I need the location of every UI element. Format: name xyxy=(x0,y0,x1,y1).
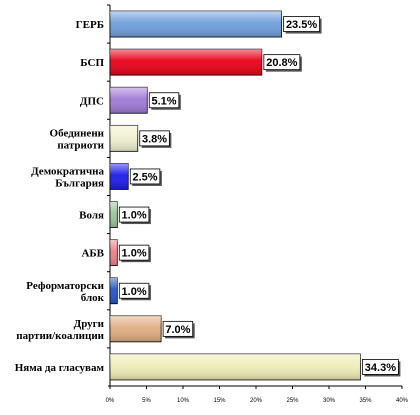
bar-highlight xyxy=(110,239,118,266)
bar-highlight xyxy=(110,125,138,152)
data-label-box xyxy=(118,282,150,299)
data-label-box xyxy=(148,92,180,109)
data-label: 1.0% xyxy=(122,248,147,260)
x-tick-label: 35% xyxy=(359,398,372,404)
data-label: 23.5% xyxy=(286,19,317,31)
category-label: партии/коалиции xyxy=(16,330,104,342)
data-label: 20.8% xyxy=(266,57,297,69)
x-tick-label: 25% xyxy=(286,398,299,404)
category-label: България xyxy=(55,177,104,189)
data-label: 1.0% xyxy=(122,286,147,298)
bar-highlight xyxy=(110,353,361,380)
data-label-box xyxy=(263,54,301,71)
bar-highlight xyxy=(110,315,162,342)
category-label: АБВ xyxy=(81,248,104,260)
data-label: 2.5% xyxy=(133,171,158,183)
category-label: Демократична xyxy=(31,165,104,177)
category-label: Няма да гласувам xyxy=(15,362,105,374)
data-label-box xyxy=(162,320,194,337)
x-tick-label: 40% xyxy=(396,398,409,404)
category-label: Обединени xyxy=(50,127,105,139)
plot-area: 0% 5% 10% 15% 20% 25% 30% 35% 40% 23.5% ГЕРБ 20.8% Б… xyxy=(15,4,409,404)
data-label-box xyxy=(283,16,320,32)
bar-highlight xyxy=(110,87,148,114)
data-label: 1.0% xyxy=(122,210,147,222)
x-tick-label: 0% xyxy=(106,398,115,404)
bar-highlight xyxy=(110,277,118,304)
category-label: Реформаторски xyxy=(26,280,104,292)
bar-highlight xyxy=(110,11,282,38)
data-label: 5.1% xyxy=(151,95,176,107)
category-label: ГЕРБ xyxy=(76,19,104,31)
data-label-box xyxy=(129,168,161,185)
data-label-box xyxy=(361,359,399,375)
data-label: 3.8% xyxy=(142,133,167,145)
x-tick-label: 5% xyxy=(142,398,151,404)
category-label: патриоти xyxy=(57,139,104,151)
x-tick-label: 15% xyxy=(213,398,226,404)
data-label-box xyxy=(139,130,170,147)
x-tick-label: 30% xyxy=(323,398,336,404)
category-label: ДПС xyxy=(80,95,104,107)
category-label: БСП xyxy=(80,57,104,69)
data-label-box xyxy=(118,244,150,261)
data-label: 7.0% xyxy=(165,324,190,336)
category-label: блок xyxy=(81,292,105,304)
x-tick-label: 20% xyxy=(250,398,263,404)
x-tick-label: 10% xyxy=(177,398,190,404)
bar-highlight xyxy=(110,201,118,228)
data-label: 34.3% xyxy=(365,362,396,374)
category-label: Други xyxy=(74,318,105,330)
data-label-box xyxy=(118,206,150,223)
bar-highlight xyxy=(110,49,262,76)
category-label: Воля xyxy=(79,210,104,222)
bar-highlight xyxy=(110,163,129,190)
